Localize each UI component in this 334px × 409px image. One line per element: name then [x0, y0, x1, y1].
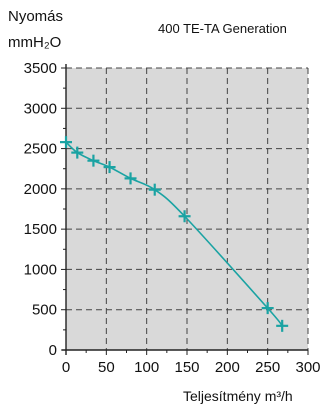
data-point-marker — [276, 319, 289, 332]
chart-title: 400 TE-TA Generation — [158, 21, 287, 36]
x-tick-label: 300 — [295, 359, 320, 376]
y-tick-label: 2500 — [24, 141, 57, 158]
x-tick-label: 200 — [215, 359, 240, 376]
data-point-marker — [71, 146, 84, 159]
x-tick-label: 100 — [134, 359, 159, 376]
y-tick-label: 500 — [32, 302, 57, 319]
data-point-marker — [103, 161, 116, 174]
data-point-marker — [261, 302, 274, 315]
data-point-marker — [60, 136, 72, 149]
y-tick-label: 0 — [49, 342, 57, 359]
x-axis-label: Teljesítmény m³/h — [183, 388, 293, 404]
y-tick-label: 2000 — [24, 181, 57, 198]
y-axis-label-line-1: Nyomás — [8, 8, 64, 25]
x-tick-label: 50 — [98, 359, 115, 376]
y-tick-label: 1000 — [24, 261, 57, 278]
x-tick-label: 150 — [174, 359, 199, 376]
y-tick-label: 3000 — [24, 100, 57, 117]
x-tick-label: 0 — [62, 359, 70, 376]
data-point-marker — [87, 154, 100, 167]
y-axis-label-line-2: mmH₂O — [8, 34, 62, 51]
data-point-marker — [124, 172, 137, 185]
y-tick-label: 3500 — [24, 60, 57, 77]
x-tick-label: 250 — [255, 359, 280, 376]
y-tick-label: 1500 — [24, 221, 57, 238]
series-line — [65, 141, 283, 327]
data-point-marker — [178, 210, 191, 223]
data-point-marker — [148, 183, 161, 196]
